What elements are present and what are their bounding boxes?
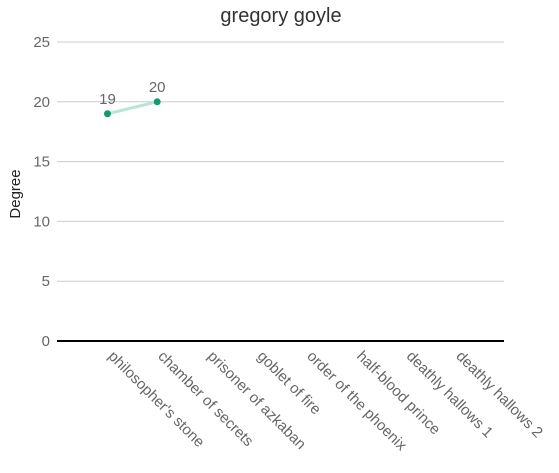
x-tick-label: deathly hallows 1 bbox=[403, 348, 496, 441]
y-tick-label: 0 bbox=[42, 333, 50, 350]
chart-title: gregory goyle bbox=[220, 5, 341, 27]
x-tick-label: philosopher's stone bbox=[105, 348, 208, 451]
x-tick-label: chamber of secrets bbox=[154, 348, 256, 450]
data-label: 20 bbox=[149, 79, 166, 96]
gridlines bbox=[57, 41, 504, 342]
y-tick-label: 5 bbox=[42, 273, 50, 290]
y-axis-ticks: 0 5 10 15 20 25 bbox=[33, 34, 50, 350]
y-tick-label: 20 bbox=[33, 94, 50, 111]
y-tick-label: 10 bbox=[33, 213, 50, 230]
y-tick-label: 15 bbox=[33, 154, 50, 171]
data-point bbox=[104, 110, 111, 118]
y-tick-label: 25 bbox=[33, 34, 50, 51]
series-layer bbox=[104, 98, 161, 118]
x-tick-label: half-blood prince bbox=[353, 348, 443, 438]
data-label: 19 bbox=[99, 91, 116, 108]
x-tick-label: deathly hallows 2 bbox=[453, 348, 546, 441]
series-line bbox=[107, 100, 158, 116]
y-axis-label: Degree bbox=[7, 169, 24, 218]
data-point bbox=[153, 98, 161, 106]
